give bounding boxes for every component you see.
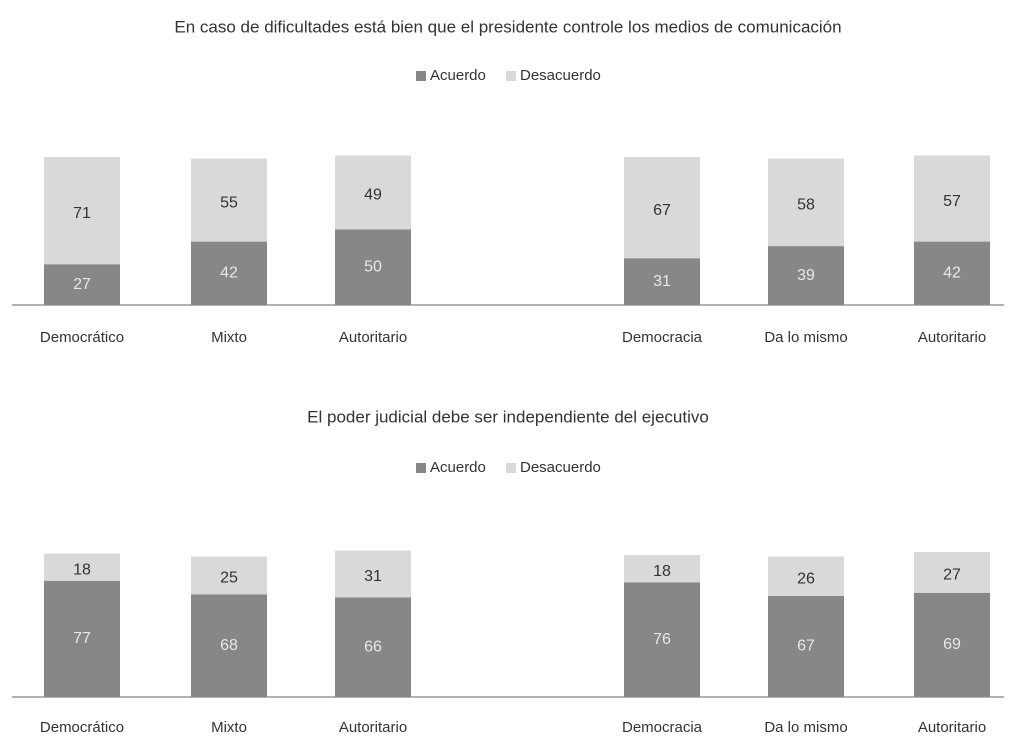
bar-segment xyxy=(335,155,411,230)
value-label: 71 xyxy=(73,205,91,222)
value-label: 27 xyxy=(73,276,91,293)
category-label: Mixto xyxy=(211,329,247,346)
bar-segment xyxy=(44,553,120,581)
category-label: Democrático xyxy=(40,329,124,346)
category-label: Mixto xyxy=(211,719,247,736)
category-label: Autoritario xyxy=(339,719,407,736)
category-label: Autoritario xyxy=(918,329,986,346)
legend-label: Acuerdo xyxy=(430,67,486,84)
bar-segment xyxy=(624,258,700,305)
value-label: 18 xyxy=(73,561,91,578)
bar-segment xyxy=(335,550,411,598)
category-label: Autoritario xyxy=(918,719,986,736)
value-label: 66 xyxy=(364,638,382,655)
value-label: 42 xyxy=(943,265,961,282)
chart-title: En caso de dificultades está bien que el… xyxy=(174,17,841,36)
bar-segment xyxy=(914,552,990,593)
value-label: 49 xyxy=(364,187,382,204)
bar-segment xyxy=(768,246,844,305)
bar-segment xyxy=(914,155,990,242)
legend-label: Acuerdo xyxy=(430,459,486,476)
bar-segment xyxy=(335,597,411,697)
chart-title: El poder judicial debe ser independiente… xyxy=(307,407,709,426)
value-label: 18 xyxy=(653,563,671,580)
value-label: 39 xyxy=(797,267,815,284)
value-label: 67 xyxy=(797,638,815,655)
legend-swatch xyxy=(416,71,426,81)
value-label: 55 xyxy=(220,194,238,211)
bar-segment xyxy=(335,229,411,305)
bar-segment xyxy=(624,555,700,583)
legend-swatch xyxy=(506,463,516,473)
bar-segment xyxy=(768,158,844,247)
legend-label: Desacuerdo xyxy=(520,67,601,84)
category-label: Democracia xyxy=(622,329,703,346)
category-label: Autoritario xyxy=(339,329,407,346)
value-label: 68 xyxy=(220,637,238,654)
category-label: Da lo mismo xyxy=(764,329,847,346)
value-label: 31 xyxy=(364,568,382,585)
value-label: 58 xyxy=(797,197,815,214)
legend-label: Desacuerdo xyxy=(520,459,601,476)
category-label: Democrático xyxy=(40,719,124,736)
bar-segment xyxy=(44,264,120,305)
bar-segment xyxy=(44,157,120,265)
value-label: 31 xyxy=(653,273,671,290)
bar-segment xyxy=(624,582,700,697)
bar-segment xyxy=(914,241,990,305)
value-label: 57 xyxy=(943,193,961,210)
value-label: 67 xyxy=(653,202,671,219)
legend-swatch xyxy=(506,71,516,81)
bar-segment xyxy=(914,592,990,697)
value-label: 76 xyxy=(653,631,671,648)
value-label: 25 xyxy=(220,570,238,587)
category-label: Democracia xyxy=(622,719,703,736)
category-label: Da lo mismo xyxy=(764,719,847,736)
value-label: 77 xyxy=(73,630,91,647)
bar-segment xyxy=(191,158,267,242)
value-label: 69 xyxy=(943,636,961,653)
value-label: 26 xyxy=(797,570,815,587)
legend-swatch xyxy=(416,463,426,473)
bar-segment xyxy=(768,595,844,697)
bar-segment xyxy=(191,594,267,697)
bar-segment xyxy=(768,556,844,596)
bar-segment xyxy=(44,580,120,697)
value-label: 42 xyxy=(220,265,238,282)
bar-segment xyxy=(191,241,267,305)
bar-segment xyxy=(191,556,267,595)
bar-segment xyxy=(624,157,700,259)
value-label: 27 xyxy=(943,567,961,584)
value-label: 50 xyxy=(364,258,382,275)
